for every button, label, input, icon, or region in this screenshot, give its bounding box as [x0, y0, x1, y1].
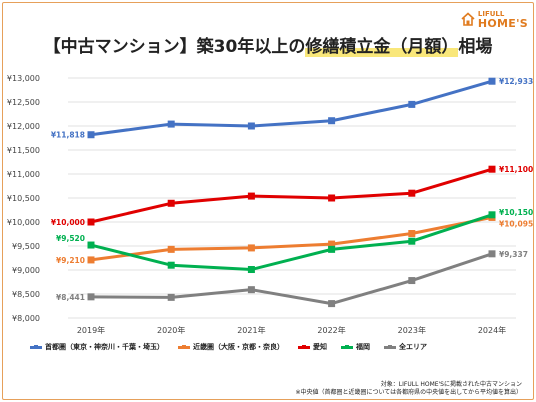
legend-label: 愛知 [313, 343, 327, 351]
y-tick-label: ¥8,500 [12, 290, 40, 299]
data-point-kinki [167, 245, 175, 253]
end-value-label: ¥12,933 [499, 77, 533, 86]
y-tick-label: ¥8,000 [12, 314, 40, 323]
data-point-aichi [167, 199, 175, 207]
data-point-aichi [247, 192, 255, 200]
data-point-fukuoka [167, 261, 175, 269]
y-tick-label: ¥11,000 [7, 170, 40, 179]
data-point-shutoken [87, 131, 95, 139]
title-part1: 【中古マンション】築30年以上の [43, 37, 306, 57]
legend-swatch [30, 344, 42, 349]
legend-label: 近畿圏（大阪・京都・奈良） [193, 343, 284, 351]
y-tick-label: ¥13,000 [7, 74, 40, 83]
y-tick-label: ¥11,500 [7, 146, 40, 155]
data-point-kinki [328, 240, 336, 248]
data-point-all [328, 300, 336, 308]
data-point-shutoken [328, 117, 336, 125]
legend-swatch [298, 344, 310, 349]
note-median: ※中央値（首都圏と近畿圏については各都府県の中央値を出してから平均値を算出） [295, 389, 522, 396]
start-value-label: ¥9,520 [56, 234, 85, 243]
series-line-shutoken [90, 79, 493, 137]
x-tick-label: 2021年 [237, 325, 265, 335]
note-target: 対象：LIFULL HOME'Sに掲載された中古マンション [380, 381, 522, 388]
chart-title: 【中古マンション】築30年以上の修繕積立金（月額）相場 [0, 32, 536, 57]
lifull-homes-logo: LIFULL HOME'S [461, 9, 528, 30]
y-tick-label: ¥9,000 [12, 266, 40, 275]
data-point-fukuoka [488, 211, 496, 219]
data-point-fukuoka [408, 237, 416, 245]
legend-item-fukuoka: 福岡 [341, 342, 370, 352]
title-highlight: 修繕積立金（月額） [305, 37, 459, 57]
house-icon [461, 12, 475, 26]
x-tick-label: 2022年 [317, 325, 345, 335]
logo-top: LIFULL [477, 9, 505, 18]
data-point-aichi [87, 218, 95, 226]
legend-label: 首都圏（東京・神奈川・千葉・埼玉） [45, 343, 164, 351]
data-point-all [167, 293, 175, 301]
data-point-kinki [247, 244, 255, 252]
end-value-label: ¥9,337 [499, 250, 528, 259]
y-tick-label: ¥9,500 [12, 242, 40, 251]
legend-item-aichi: 愛知 [298, 342, 327, 352]
legend-swatch [341, 344, 353, 349]
data-point-all [408, 277, 416, 285]
logo-brand: HOME'S [477, 16, 528, 30]
data-point-aichi [488, 165, 496, 173]
data-point-shutoken [488, 77, 496, 85]
series-line-fukuoka [90, 213, 493, 272]
title-part2: 相場 [458, 37, 493, 57]
data-point-fukuoka [247, 266, 255, 274]
x-tick-label: 2020年 [157, 325, 185, 335]
legend-item-kinki: 近畿圏（大阪・京都・奈良） [178, 342, 284, 352]
y-tick-label: ¥10,500 [7, 194, 40, 203]
data-point-shutoken [408, 100, 416, 108]
data-point-all [247, 286, 255, 294]
data-point-kinki [87, 256, 95, 264]
legend-label: 福岡 [356, 343, 370, 351]
series-line-all [90, 252, 493, 306]
start-value-label: ¥9,210 [56, 256, 85, 265]
legend-item-shutoken: 首都圏（東京・神奈川・千葉・埼玉） [30, 342, 164, 352]
end-value-label: ¥11,100 [499, 165, 533, 174]
legend-swatch [178, 344, 190, 349]
data-point-kinki [408, 230, 416, 238]
x-tick-label: 2024年 [478, 325, 506, 335]
y-tick-label: ¥12,000 [7, 122, 40, 131]
y-tick-label: ¥12,500 [7, 98, 40, 107]
chart-legend: 首都圏（東京・神奈川・千葉・埼玉） 近畿圏（大阪・京都・奈良） 愛知 福岡 全エリア [30, 342, 530, 352]
data-point-all [87, 293, 95, 301]
x-tick-label: 2023年 [398, 325, 426, 335]
data-point-shutoken [247, 122, 255, 130]
legend-label: 全エリア [399, 343, 427, 351]
data-point-aichi [408, 189, 416, 197]
data-point-fukuoka [328, 245, 336, 253]
data-point-aichi [328, 194, 336, 202]
data-point-shutoken [167, 120, 175, 128]
y-tick-label: ¥10,000 [7, 218, 40, 227]
start-value-label: ¥8,441 [56, 293, 85, 302]
data-point-all [488, 250, 496, 258]
start-value-label: ¥10,000 [51, 218, 85, 227]
start-value-label: ¥11,818 [51, 131, 85, 140]
legend-swatch [384, 344, 396, 349]
chart-notes: 対象：LIFULL HOME'Sに掲載された中古マンション ※中央値（首都圏と近… [295, 381, 522, 397]
x-tick-label: 2019年 [77, 325, 105, 335]
data-point-fukuoka [87, 241, 95, 249]
legend-item-all: 全エリア [384, 342, 427, 352]
series-line-kinki [90, 215, 493, 262]
end-value-label: ¥10,095 [499, 219, 533, 228]
series-line-aichi [90, 167, 493, 224]
end-value-label: ¥10,150 [499, 208, 533, 217]
